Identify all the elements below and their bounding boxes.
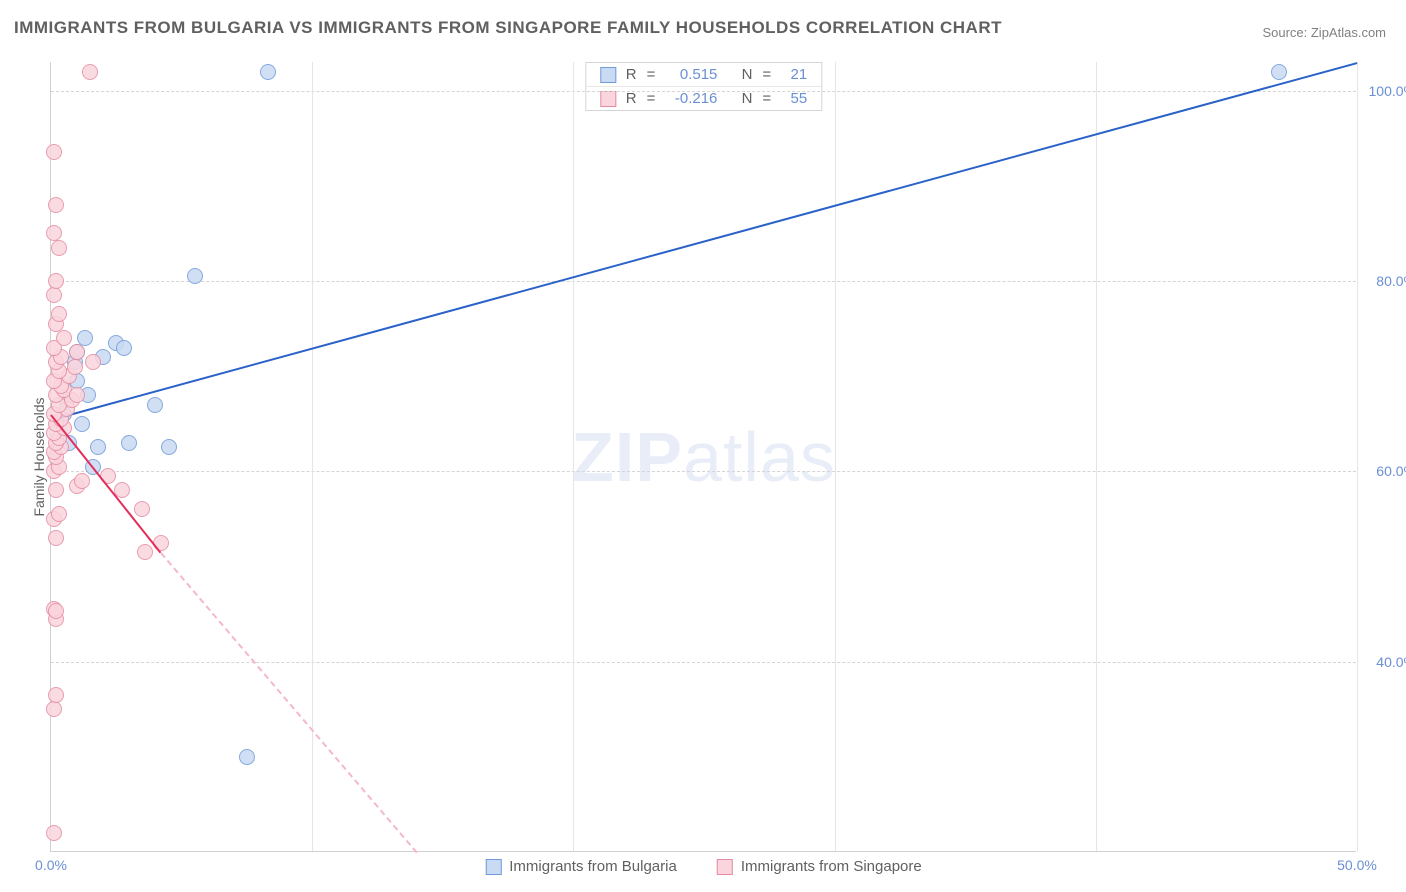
gridline-horizontal [51, 662, 1356, 663]
scatter-point-bulgaria [161, 439, 177, 455]
gridline-horizontal [51, 471, 1356, 472]
scatter-point-singapore [46, 287, 62, 303]
watermark-bold: ZIP [571, 418, 683, 496]
scatter-point-singapore [82, 64, 98, 80]
source-attribution: Source: ZipAtlas.com [1262, 25, 1386, 40]
y-tick-label: 80.0% [1376, 273, 1406, 289]
scatter-point-bulgaria [1271, 64, 1287, 80]
scatter-point-bulgaria [74, 416, 90, 432]
y-tick-label: 60.0% [1376, 463, 1406, 479]
r-label: R [626, 90, 637, 107]
correlation-box: R = 0.515 N = 21 R = -0.216 N = 55 [585, 62, 822, 111]
scatter-point-singapore [48, 603, 64, 619]
watermark: ZIPatlas [571, 417, 836, 497]
scatter-point-singapore [51, 240, 67, 256]
scatter-point-singapore [48, 687, 64, 703]
scatter-point-bulgaria [239, 749, 255, 765]
scatter-point-singapore [137, 544, 153, 560]
n-label: N [742, 66, 753, 83]
gridline-vertical [573, 62, 574, 851]
legend-label-singapore: Immigrants from Singapore [741, 858, 922, 875]
legend-item-bulgaria: Immigrants from Bulgaria [485, 858, 677, 875]
scatter-point-singapore [69, 387, 85, 403]
x-tick-label: 0.0% [35, 857, 67, 873]
trend-line [50, 415, 161, 554]
scatter-point-bulgaria [260, 64, 276, 80]
scatter-point-singapore [48, 273, 64, 289]
n-value-bulgaria: 21 [781, 66, 807, 83]
plot-area: Family Households ZIPatlas R = 0.515 N =… [50, 62, 1356, 852]
scatter-point-singapore [48, 482, 64, 498]
scatter-point-singapore [46, 144, 62, 160]
scatter-point-singapore [51, 506, 67, 522]
r-value-bulgaria: 0.515 [665, 66, 717, 83]
y-tick-label: 100.0% [1369, 83, 1406, 99]
y-axis-label: Family Households [31, 397, 47, 516]
scatter-point-singapore [48, 530, 64, 546]
swatch-singapore [600, 91, 616, 107]
scatter-point-singapore [46, 701, 62, 717]
scatter-point-singapore [67, 359, 83, 375]
scatter-point-bulgaria [147, 397, 163, 413]
scatter-point-singapore [51, 306, 67, 322]
scatter-point-singapore [46, 225, 62, 241]
gridline-horizontal [51, 91, 1356, 92]
n-label: N [742, 90, 753, 107]
trend-line [51, 62, 1358, 421]
r-value-singapore: -0.216 [665, 90, 717, 107]
scatter-point-singapore [74, 473, 90, 489]
scatter-point-bulgaria [187, 268, 203, 284]
scatter-point-singapore [134, 501, 150, 517]
chart-container: IMMIGRANTS FROM BULGARIA VS IMMIGRANTS F… [0, 0, 1406, 892]
trend-line [160, 553, 417, 854]
scatter-point-singapore [56, 330, 72, 346]
scatter-point-bulgaria [90, 439, 106, 455]
swatch-bulgaria [600, 67, 616, 83]
legend-label-bulgaria: Immigrants from Bulgaria [509, 858, 677, 875]
legend-swatch-bulgaria [485, 859, 501, 875]
legend-swatch-singapore [717, 859, 733, 875]
eq-sign: = [647, 66, 656, 83]
scatter-point-singapore [85, 354, 101, 370]
y-tick-label: 40.0% [1376, 654, 1406, 670]
eq-sign: = [762, 90, 771, 107]
chart-title: IMMIGRANTS FROM BULGARIA VS IMMIGRANTS F… [14, 18, 1002, 38]
gridline-vertical [1357, 62, 1358, 851]
legend: Immigrants from Bulgaria Immigrants from… [485, 858, 921, 875]
scatter-point-singapore [48, 197, 64, 213]
n-value-singapore: 55 [781, 90, 807, 107]
scatter-point-singapore [69, 344, 85, 360]
legend-item-singapore: Immigrants from Singapore [717, 858, 922, 875]
watermark-rest: atlas [683, 418, 836, 496]
scatter-point-bulgaria [121, 435, 137, 451]
correlation-row-bulgaria: R = 0.515 N = 21 [586, 63, 821, 86]
gridline-vertical [835, 62, 836, 851]
eq-sign: = [647, 90, 656, 107]
x-tick-label: 50.0% [1337, 857, 1377, 873]
scatter-point-bulgaria [116, 340, 132, 356]
scatter-point-bulgaria [77, 330, 93, 346]
gridline-horizontal [51, 281, 1356, 282]
gridline-vertical [1096, 62, 1097, 851]
scatter-point-singapore [46, 825, 62, 841]
r-label: R [626, 66, 637, 83]
eq-sign: = [762, 66, 771, 83]
